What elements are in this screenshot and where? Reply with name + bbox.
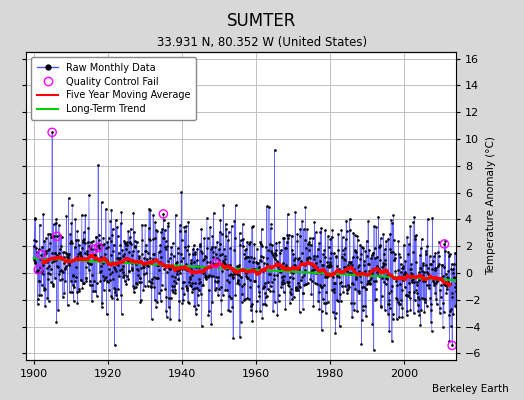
Text: SUMTER: SUMTER [227, 12, 297, 30]
Point [48, 129, 57, 136]
Point [37, 251, 46, 258]
Point [52, 233, 61, 240]
Point [448, 342, 456, 349]
Text: 33.931 N, 80.352 W (United States): 33.931 N, 80.352 W (United States) [157, 36, 367, 49]
Point [94, 244, 103, 251]
Point [212, 260, 220, 267]
Point [159, 211, 168, 217]
Legend: Raw Monthly Data, Quality Control Fail, Five Year Moving Average, Long-Term Tren: Raw Monthly Data, Quality Control Fail, … [31, 57, 196, 120]
Y-axis label: Temperature Anomaly (°C): Temperature Anomaly (°C) [486, 136, 496, 276]
Point [90, 246, 98, 252]
Point [440, 241, 449, 247]
Point [34, 266, 42, 273]
Text: Berkeley Earth: Berkeley Earth [432, 384, 508, 394]
